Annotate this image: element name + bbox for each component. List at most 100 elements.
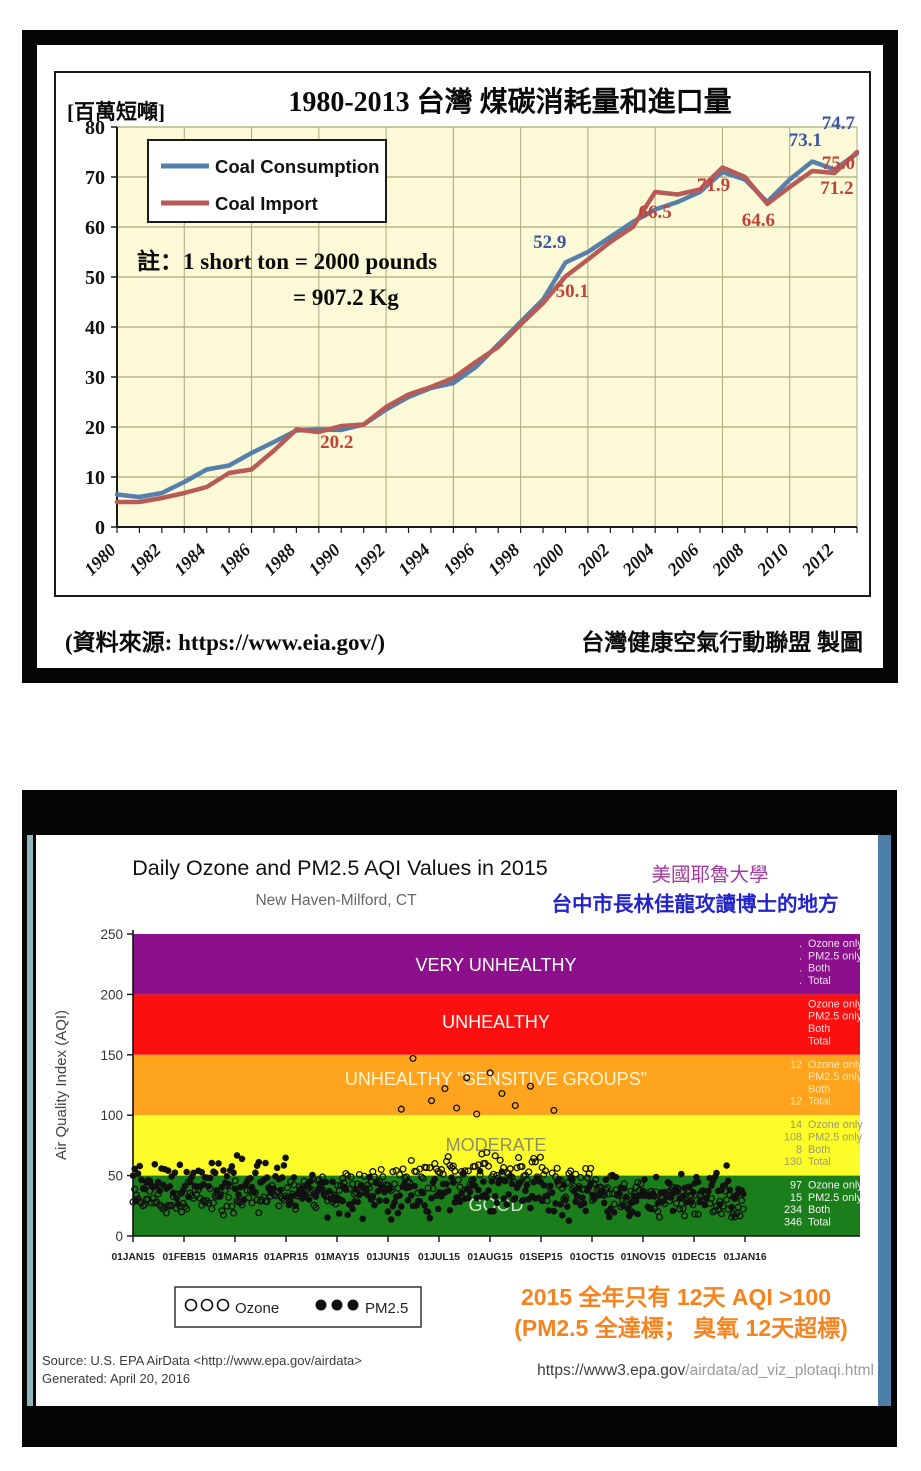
- ozone-point: [414, 1189, 422, 1197]
- ozone-point: [345, 1185, 353, 1193]
- pm25-point: [339, 1197, 346, 1205]
- ozone-point: [417, 1173, 425, 1181]
- y-tick-label: 200: [100, 987, 123, 1002]
- ozone-point: [407, 1156, 415, 1165]
- ozone-legend-marker: [216, 1298, 230, 1312]
- pm25-point: [223, 1172, 231, 1180]
- pm25-point: [238, 1155, 246, 1163]
- ozone-point: [375, 1177, 384, 1185]
- pm25-point: [394, 1209, 402, 1217]
- ozone-point: [184, 1178, 192, 1186]
- ozone-point: [223, 1202, 231, 1210]
- ozone-point: [456, 1183, 464, 1191]
- ozone-point: [201, 1198, 209, 1207]
- ozone-point: [533, 1173, 541, 1181]
- pm25-point: [164, 1167, 172, 1174]
- ozone-point: [551, 1173, 560, 1181]
- band-stat-label: Ozone only: [808, 998, 863, 1010]
- ozone-point: [391, 1180, 399, 1188]
- pm25-point: [359, 1215, 367, 1223]
- epa-url-link[interactable]: https://www3.epa.gov/airdata/ad_viz_plot…: [537, 1362, 874, 1379]
- pm25-point: [602, 1176, 610, 1183]
- band-stat-value: 108: [784, 1132, 802, 1144]
- pm25-point: [166, 1183, 174, 1190]
- ozone-point: [372, 1198, 380, 1206]
- pm25-point: [517, 1178, 524, 1186]
- pm25-point: [190, 1169, 197, 1177]
- ozone-point: [312, 1204, 320, 1212]
- ozone-point: [738, 1196, 746, 1205]
- ozone-point: [377, 1165, 385, 1174]
- ozone-legend-marker: [200, 1298, 214, 1312]
- pm25-point: [483, 1194, 491, 1201]
- legend-box: [174, 1286, 422, 1328]
- pm25-point: [211, 1169, 219, 1177]
- ozone-point: [510, 1178, 518, 1186]
- ozone-point: [251, 1189, 259, 1197]
- pm25-point: [448, 1174, 455, 1181]
- pm25-point: [335, 1210, 343, 1217]
- pm25-point: [434, 1205, 442, 1213]
- y-tick-label: 50: [108, 1169, 123, 1184]
- y-tick-label: 70: [85, 167, 105, 189]
- band-stat-label: Total: [808, 1035, 831, 1047]
- ozone-point: [674, 1184, 682, 1192]
- ozone-point: [679, 1205, 687, 1213]
- pm25-point: [485, 1187, 492, 1194]
- ozone-point: [655, 1213, 664, 1221]
- aqi-chart-panel: Daily Ozone and PM2.5 AQI Values in 2015…: [22, 790, 897, 1447]
- ozone-point: [523, 1175, 531, 1184]
- band-stat-value: 12: [790, 1096, 802, 1108]
- pm25-point: [235, 1191, 242, 1198]
- band-stat-value: 15: [790, 1192, 802, 1204]
- pm25-point: [538, 1197, 546, 1205]
- pm25-point: [208, 1159, 216, 1167]
- ozone-point: [515, 1154, 523, 1162]
- ozone-point: [615, 1190, 623, 1198]
- ozone-point: [206, 1185, 214, 1193]
- pm25-point: [466, 1188, 474, 1196]
- ozone-point: [607, 1172, 615, 1180]
- ozone-point: [501, 1176, 509, 1184]
- ozone-point: [389, 1168, 397, 1176]
- ozone-point: [707, 1194, 716, 1202]
- pm25-point: [305, 1196, 313, 1203]
- ozone-point: [498, 1089, 506, 1098]
- pm25-point: [610, 1209, 618, 1216]
- band-stat-value: 346: [784, 1217, 802, 1229]
- source-line1: Source: U.S. EPA AirData <http://www.epa…: [42, 1353, 362, 1368]
- ozone-point: [719, 1202, 727, 1210]
- ozone-point: [712, 1202, 721, 1210]
- ozone-point: [550, 1106, 558, 1114]
- ozone-point: [563, 1179, 571, 1187]
- ozone-point: [476, 1171, 484, 1179]
- pm25-point: [421, 1202, 429, 1209]
- pm25-point: [233, 1152, 241, 1159]
- x-tick-label: 01DEC15: [672, 1252, 717, 1263]
- pm25-point: [263, 1174, 271, 1181]
- ozone-point: [275, 1202, 283, 1210]
- band-stat-label: Both: [808, 1083, 830, 1095]
- ozone-point: [677, 1194, 685, 1202]
- pm25-point: [396, 1192, 403, 1199]
- ozone-point: [327, 1190, 335, 1198]
- x-tick-label: 01AUG15: [467, 1252, 513, 1263]
- ozone-point: [543, 1197, 551, 1205]
- ozone-point: [209, 1199, 218, 1207]
- pm25-point: [493, 1199, 501, 1207]
- yale-note: 美國耶魯大學: [651, 864, 768, 886]
- pm25-point: [287, 1198, 294, 1206]
- ozone-point: [283, 1184, 291, 1192]
- ozone-point: [587, 1164, 595, 1172]
- ozone-point: [255, 1209, 263, 1217]
- ozone-point: [573, 1196, 581, 1204]
- ozone-point: [384, 1181, 392, 1189]
- ozone-point: [253, 1196, 261, 1204]
- pm25-point: [136, 1162, 143, 1170]
- band-stat-value: 8: [796, 1144, 802, 1156]
- ozone-point: [392, 1167, 400, 1175]
- band-stat-value: 12: [790, 1059, 802, 1071]
- ozone-point: [681, 1212, 689, 1220]
- ozone-point: [406, 1179, 414, 1187]
